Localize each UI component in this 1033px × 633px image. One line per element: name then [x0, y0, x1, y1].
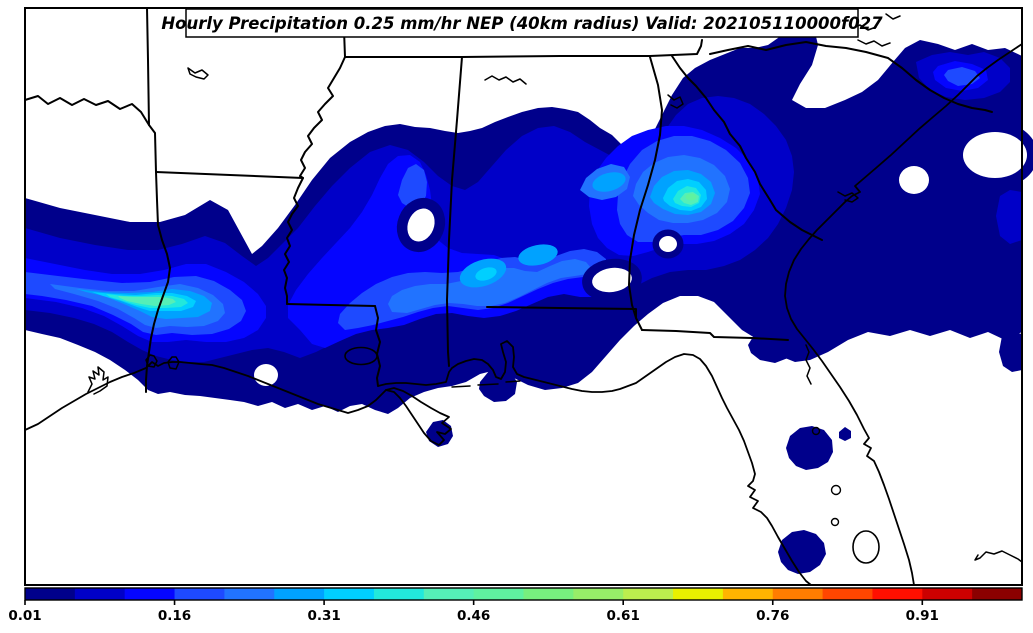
- colorbar-tick-label: 0.16: [158, 608, 191, 624]
- colorbar-segment: [174, 588, 225, 600]
- colorbar-segment: [74, 588, 126, 600]
- colorbar-segment: [274, 588, 325, 600]
- colorbar-segment: [25, 588, 76, 600]
- lake-okeechobee: [852, 530, 880, 564]
- contour-holes: [254, 121, 1033, 386]
- coast-mississippi-sound-to-florida: [377, 340, 812, 586]
- river-georgia-squiggle: [667, 94, 684, 109]
- colorbar-segment: [423, 588, 475, 600]
- contour-cell-florida-central-small: [839, 427, 851, 441]
- contour-cell-florida-north: [748, 327, 794, 363]
- border-red-river-tx-ok: [24, 95, 157, 173]
- contour-cell-right-edge: [999, 332, 1022, 372]
- state-boundaries: [24, 7, 993, 393]
- river-st-johns: [805, 344, 812, 385]
- colorbar-tick-label: 0.31: [307, 608, 340, 624]
- colorbar-segment: [772, 588, 824, 600]
- coast-galveston-bay: [87, 366, 109, 395]
- colorbar-segment: [324, 588, 375, 600]
- border-tennessee-35n: [344, 39, 703, 58]
- lake-oklahoma: [187, 67, 209, 80]
- colorbar-segment: [872, 588, 923, 600]
- title-box: [185, 8, 859, 38]
- border-louisiana-mississippi-31n: [286, 303, 376, 307]
- map-frame: [24, 7, 1023, 586]
- colorbar: 0.01 0.16 0.31 0.46 0.61 0.76 0.91: [8, 587, 1023, 624]
- contour-central-0.21: [388, 259, 591, 313]
- border-alabama-georgia: [628, 56, 663, 319]
- colorbar-segment: [373, 588, 425, 600]
- coastlines: [24, 13, 1023, 586]
- map-title: Hourly Precipitation 0.25 mm/hr NEP (40k…: [161, 14, 883, 33]
- border-north-carolina-south-carolina: [709, 41, 993, 113]
- border-georgia-florida: [641, 329, 789, 341]
- colorbar-segment: [473, 588, 524, 600]
- border-alabama-florida-31n: [486, 306, 643, 331]
- barrier-islands-mississippi-sound: [451, 380, 521, 388]
- contour-central-spot-2: [518, 244, 558, 266]
- coast-texas-louisiana: [24, 361, 387, 431]
- contour-right-edge-light: [996, 190, 1022, 244]
- colorbar-tick-label: 0.01: [8, 608, 41, 624]
- contour-cell-gulf-1: [479, 368, 517, 402]
- border-mississippi-alabama: [446, 56, 463, 367]
- colorbar-ticks: [24, 600, 924, 605]
- border-mississippi-river: [283, 7, 346, 305]
- lake-pontchartrain: [344, 346, 378, 366]
- colorbar-segment: [722, 588, 774, 600]
- colorbar-segment: [623, 588, 674, 600]
- coast-sabine-lake: [145, 354, 158, 368]
- border-pearl-river: [374, 305, 381, 387]
- inlets-charleston: [837, 191, 859, 203]
- border-texas-louisiana-sabine: [145, 171, 171, 393]
- lake-florida-2: [830, 484, 842, 496]
- border-georgia-south-carolina-savannah: [671, 55, 823, 241]
- colorbar-tick-label: 0.91: [906, 608, 939, 624]
- border-oklahoma-arkansas: [146, 7, 150, 126]
- colorbar-tick-label: 0.76: [756, 608, 789, 624]
- colorbar-segment: [673, 588, 724, 600]
- coast-mississippi-delta: [385, 387, 452, 446]
- coast-bahamas-bank: [974, 550, 1023, 563]
- colorbar-tick-label: 0.46: [457, 608, 490, 624]
- contour-cell-florida-sw: [778, 530, 826, 574]
- contour-georgia-core: [685, 193, 697, 201]
- contour-central-0.31: [475, 267, 497, 281]
- coast-atlantic: [784, 43, 1023, 586]
- colorbar-segment: [922, 588, 973, 600]
- contour-cell-florida-central: [786, 426, 833, 470]
- contour-north-lobe-0.16: [398, 164, 427, 208]
- border-arkansas-louisiana: [155, 171, 304, 179]
- colorbar-tick-label: 0.61: [607, 608, 640, 624]
- colorbar-segment: [124, 588, 176, 600]
- lake-florida-3: [830, 517, 840, 527]
- colorbar-tick-labels: 0.01 0.16 0.31 0.46 0.61 0.76 0.91: [8, 608, 939, 624]
- colorbar-segment: [224, 588, 275, 600]
- colorbar-frame: [24, 587, 1023, 601]
- colorbar-segment: [972, 588, 1023, 600]
- contour-georgia-ext-0.26: [592, 172, 626, 192]
- colorbar-segment: [523, 588, 574, 600]
- river-tennessee-squiggle: [484, 75, 527, 85]
- colorbar-segments: [25, 588, 1023, 600]
- precipitation-contours: [25, 20, 1022, 574]
- lake-florida-1: [811, 426, 821, 436]
- coast-calcasieu-lake: [167, 356, 180, 370]
- colorbar-segment: [573, 588, 624, 600]
- colorbar-segment: [822, 588, 873, 600]
